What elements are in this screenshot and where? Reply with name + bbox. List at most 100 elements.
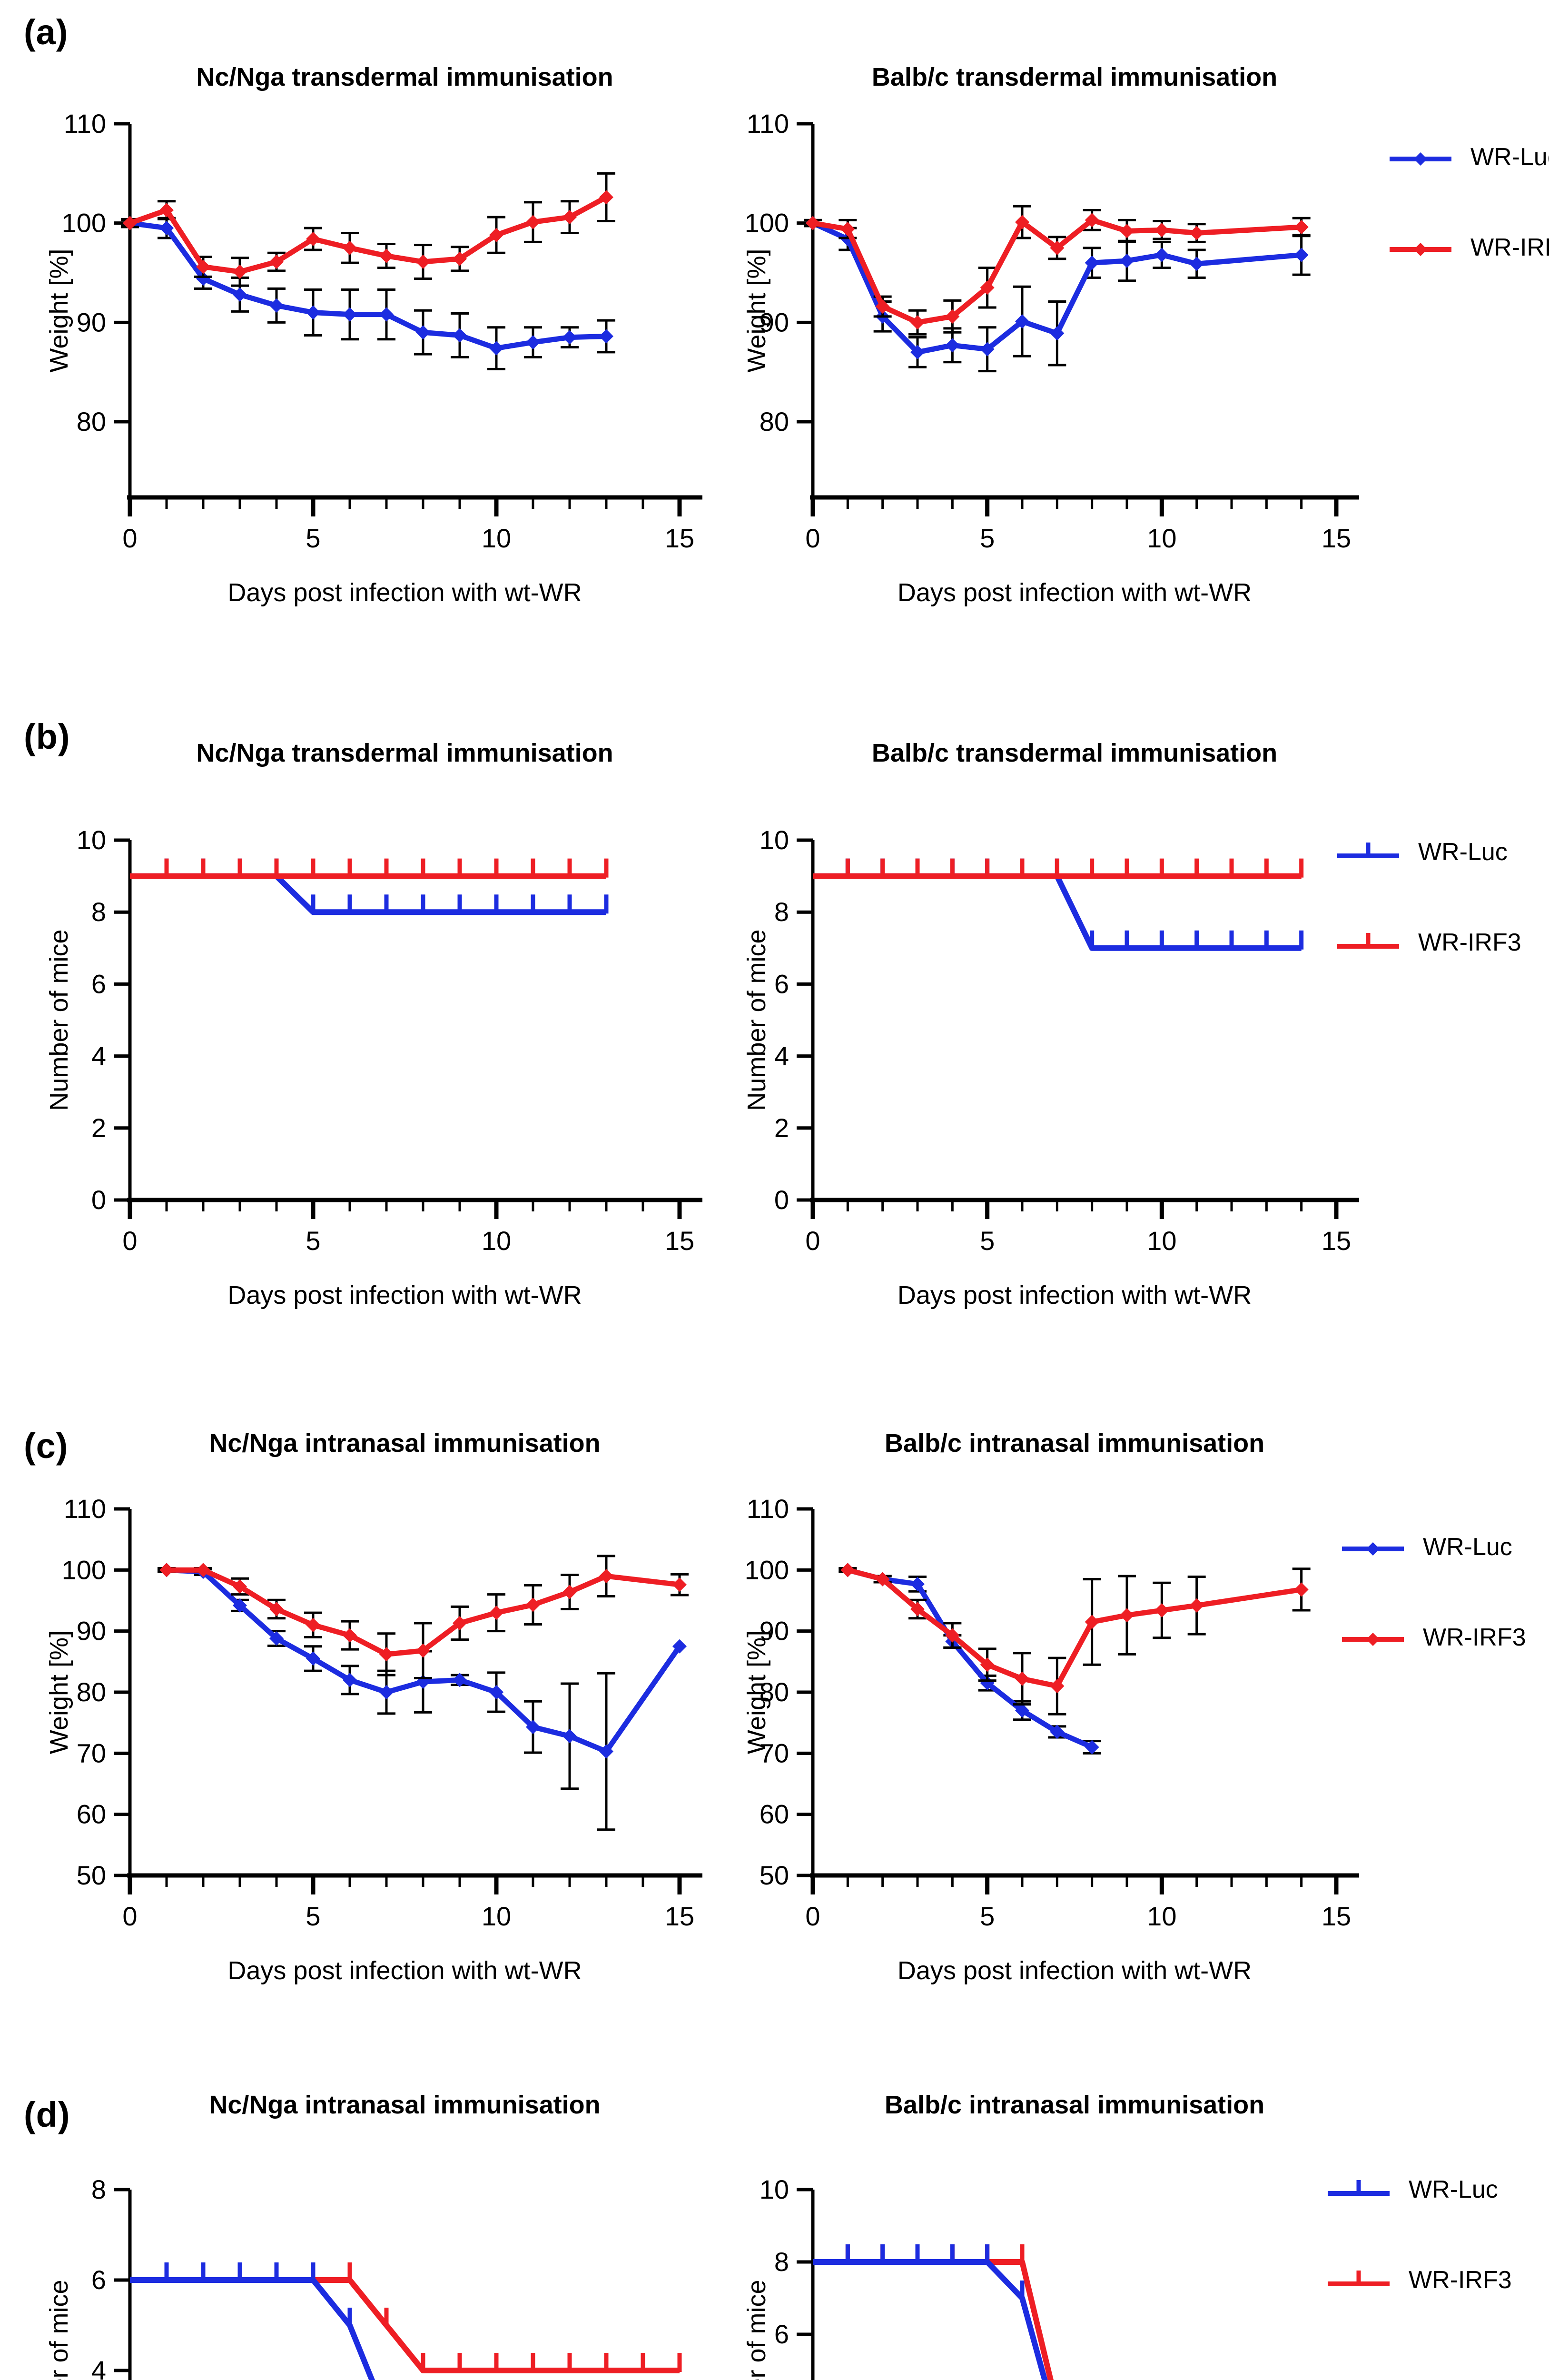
series-line [164,1567,682,1754]
legend-label: WR-Luc [1409,2176,1498,2203]
y-tick-label: 60 [760,1799,789,1829]
legend-marker-blue [1342,1542,1404,1556]
y-tick-label: 90 [760,1616,789,1646]
y-tick-label: 90 [760,307,789,337]
series-day-ticks [164,858,609,878]
x-tick-label: 15 [665,1226,694,1256]
legend-marker-red [1390,243,1451,256]
series-wr-luc [121,216,615,370]
series-line [130,2277,680,2373]
y-axis: 50 60 70 80 90 100 110 [745,1494,815,1890]
legend-marker-red [1337,933,1399,949]
x-tick-label: 10 [482,1226,511,1256]
y-tick-label: 50 [77,1860,106,1890]
x-tick-label: 0 [122,1901,137,1931]
x-axis: 0 5 10 15 [122,1198,702,1256]
legend-d: WR-Luc WR-IRF3 [1328,2175,1512,2356]
legend-c: WR-Luc WR-IRF3 [1342,1533,1526,1714]
panel-a: (a) Nc/Nga transdermal immunisation 80 90 1… [0,0,1549,690]
y-tick-label: 6 [91,969,106,999]
y-axis: 50 60 70 80 90 100 110 [62,1494,132,1890]
chart-nc-nga-transdermal-survival: Nc/Nga transdermal immunisation 0 2 4 6 8 10 Nu… [45,739,702,1309]
chart-nc-nga-transdermal-weight: Nc/Nga transdermal immunisation809010011… [45,63,702,607]
legend-item-wr-irf3: WR-IRF3 [1390,233,1549,262]
y-tick-label: 90 [77,1616,106,1646]
y-tick-label: 6 [774,969,789,999]
legend-marker-red [1342,1633,1404,1646]
x-tick-label: 0 [805,1901,820,1931]
series-day-ticks [845,858,1304,878]
legend-marker-blue [1337,843,1399,858]
y-tick-label: 80 [77,407,106,436]
y-tick-label: 2 [774,1113,789,1143]
series-markers [123,216,613,356]
series-wr-luc [158,1563,687,1831]
chart-title: Balb/c intranasal immunisation [885,2091,1264,2119]
y-tick-label: 110 [747,1494,789,1524]
x-tick-label: 5 [306,1901,320,1931]
chart-balb-c-transdermal-weight: Balb/c transdermal immunisation809010011… [742,63,1359,607]
error-bars [121,217,615,370]
legend-item-wr-luc: WR-Luc [1328,2175,1512,2204]
x-tick-label: 5 [306,1226,320,1256]
series-markers [806,213,1309,330]
y-axis: 0 2 4 6 8 10 [77,825,132,1215]
y-tick-label: 4 [91,1041,106,1071]
chart-title: Nc/Nga intranasal immunisation [209,2091,600,2119]
x-tick-label: 0 [122,523,137,553]
x-axis-label: Days post infection with wt-WR [898,1281,1252,1309]
series-markers [840,1563,1309,1694]
y-axis-label: Number of mice [742,929,771,1111]
legend-marker-blue [1390,152,1451,166]
y-tick-label: 2 [91,1113,106,1143]
y-axis-label: Number of mice [45,2280,73,2380]
x-tick-label: 5 [980,1226,995,1256]
legend-label: WR-IRF3 [1423,1624,1526,1651]
chart-balb-c-transdermal-survival: Balb/c transdermal immunisation 0 2 4 6 8 10 Nu… [742,739,1359,1309]
legend-label: WR-Luc [1470,143,1549,171]
series-wr-luc [130,2262,375,2380]
chart-title: Nc/Nga transdermal immunisation [196,739,613,767]
chart-title: Nc/Nga intranasal immunisation [209,1429,600,1458]
error-bars [839,1567,1311,1716]
x-axis: 0 5 10 15 [122,495,702,553]
y-tick-label: 0 [774,1185,789,1215]
series-wr-irf3 [130,858,609,879]
y-tick-label: 80 [77,1677,106,1707]
series-markers [159,1563,687,1759]
y-tick-label: 80 [760,407,789,436]
y-tick-label: 10 [77,825,106,855]
panel-b: (b) Nc/Nga transdermal immunisation 0 2 4 6 8… [0,690,1549,1333]
x-tick-label: 15 [665,1901,694,1931]
legend-item-wr-irf3: WR-IRF3 [1328,2266,1512,2294]
legend-item-wr-irf3: WR-IRF3 [1342,1623,1526,1652]
legend-label: WR-IRF3 [1418,929,1521,956]
x-tick-label: 15 [665,523,694,553]
y-tick-label: 6 [91,2265,106,2295]
y-axis: 80 90 100 110 [745,109,815,497]
legend-marker-blue [1328,2180,1390,2196]
series-day-ticks [164,2262,352,2327]
series-day-ticks [845,2244,1025,2300]
x-axis: 0 5 10 15 [805,495,1359,553]
y-tick-label: 100 [745,1555,789,1585]
x-tick-label: 10 [1147,523,1176,553]
x-tick-label: 10 [1147,1226,1176,1256]
y-tick-label: 110 [64,1494,106,1524]
x-tick-label: 5 [306,523,320,553]
y-tick-label: 10 [760,2174,789,2204]
x-axis-label: Days post infection with wt-WR [227,1281,582,1309]
y-axis: 0 2 4 6 8 10 [760,825,815,1215]
legend-item-wr-luc: WR-Luc [1342,1533,1526,1561]
series-line [813,2259,1048,2380]
legend-item-wr-luc: WR-Luc [1390,143,1549,171]
y-axis-label: Number of mice [45,929,73,1111]
y-axis-label: Weight [%] [45,248,73,372]
y-tick-label: 70 [77,1738,106,1768]
y-tick-label: 70 [760,1738,789,1768]
y-tick-label: 60 [77,1799,106,1829]
series-wr-irf3 [804,205,1311,336]
y-tick-label: 90 [77,307,106,337]
series-wr-irf3 [813,858,1304,879]
x-tick-label: 5 [980,523,995,553]
